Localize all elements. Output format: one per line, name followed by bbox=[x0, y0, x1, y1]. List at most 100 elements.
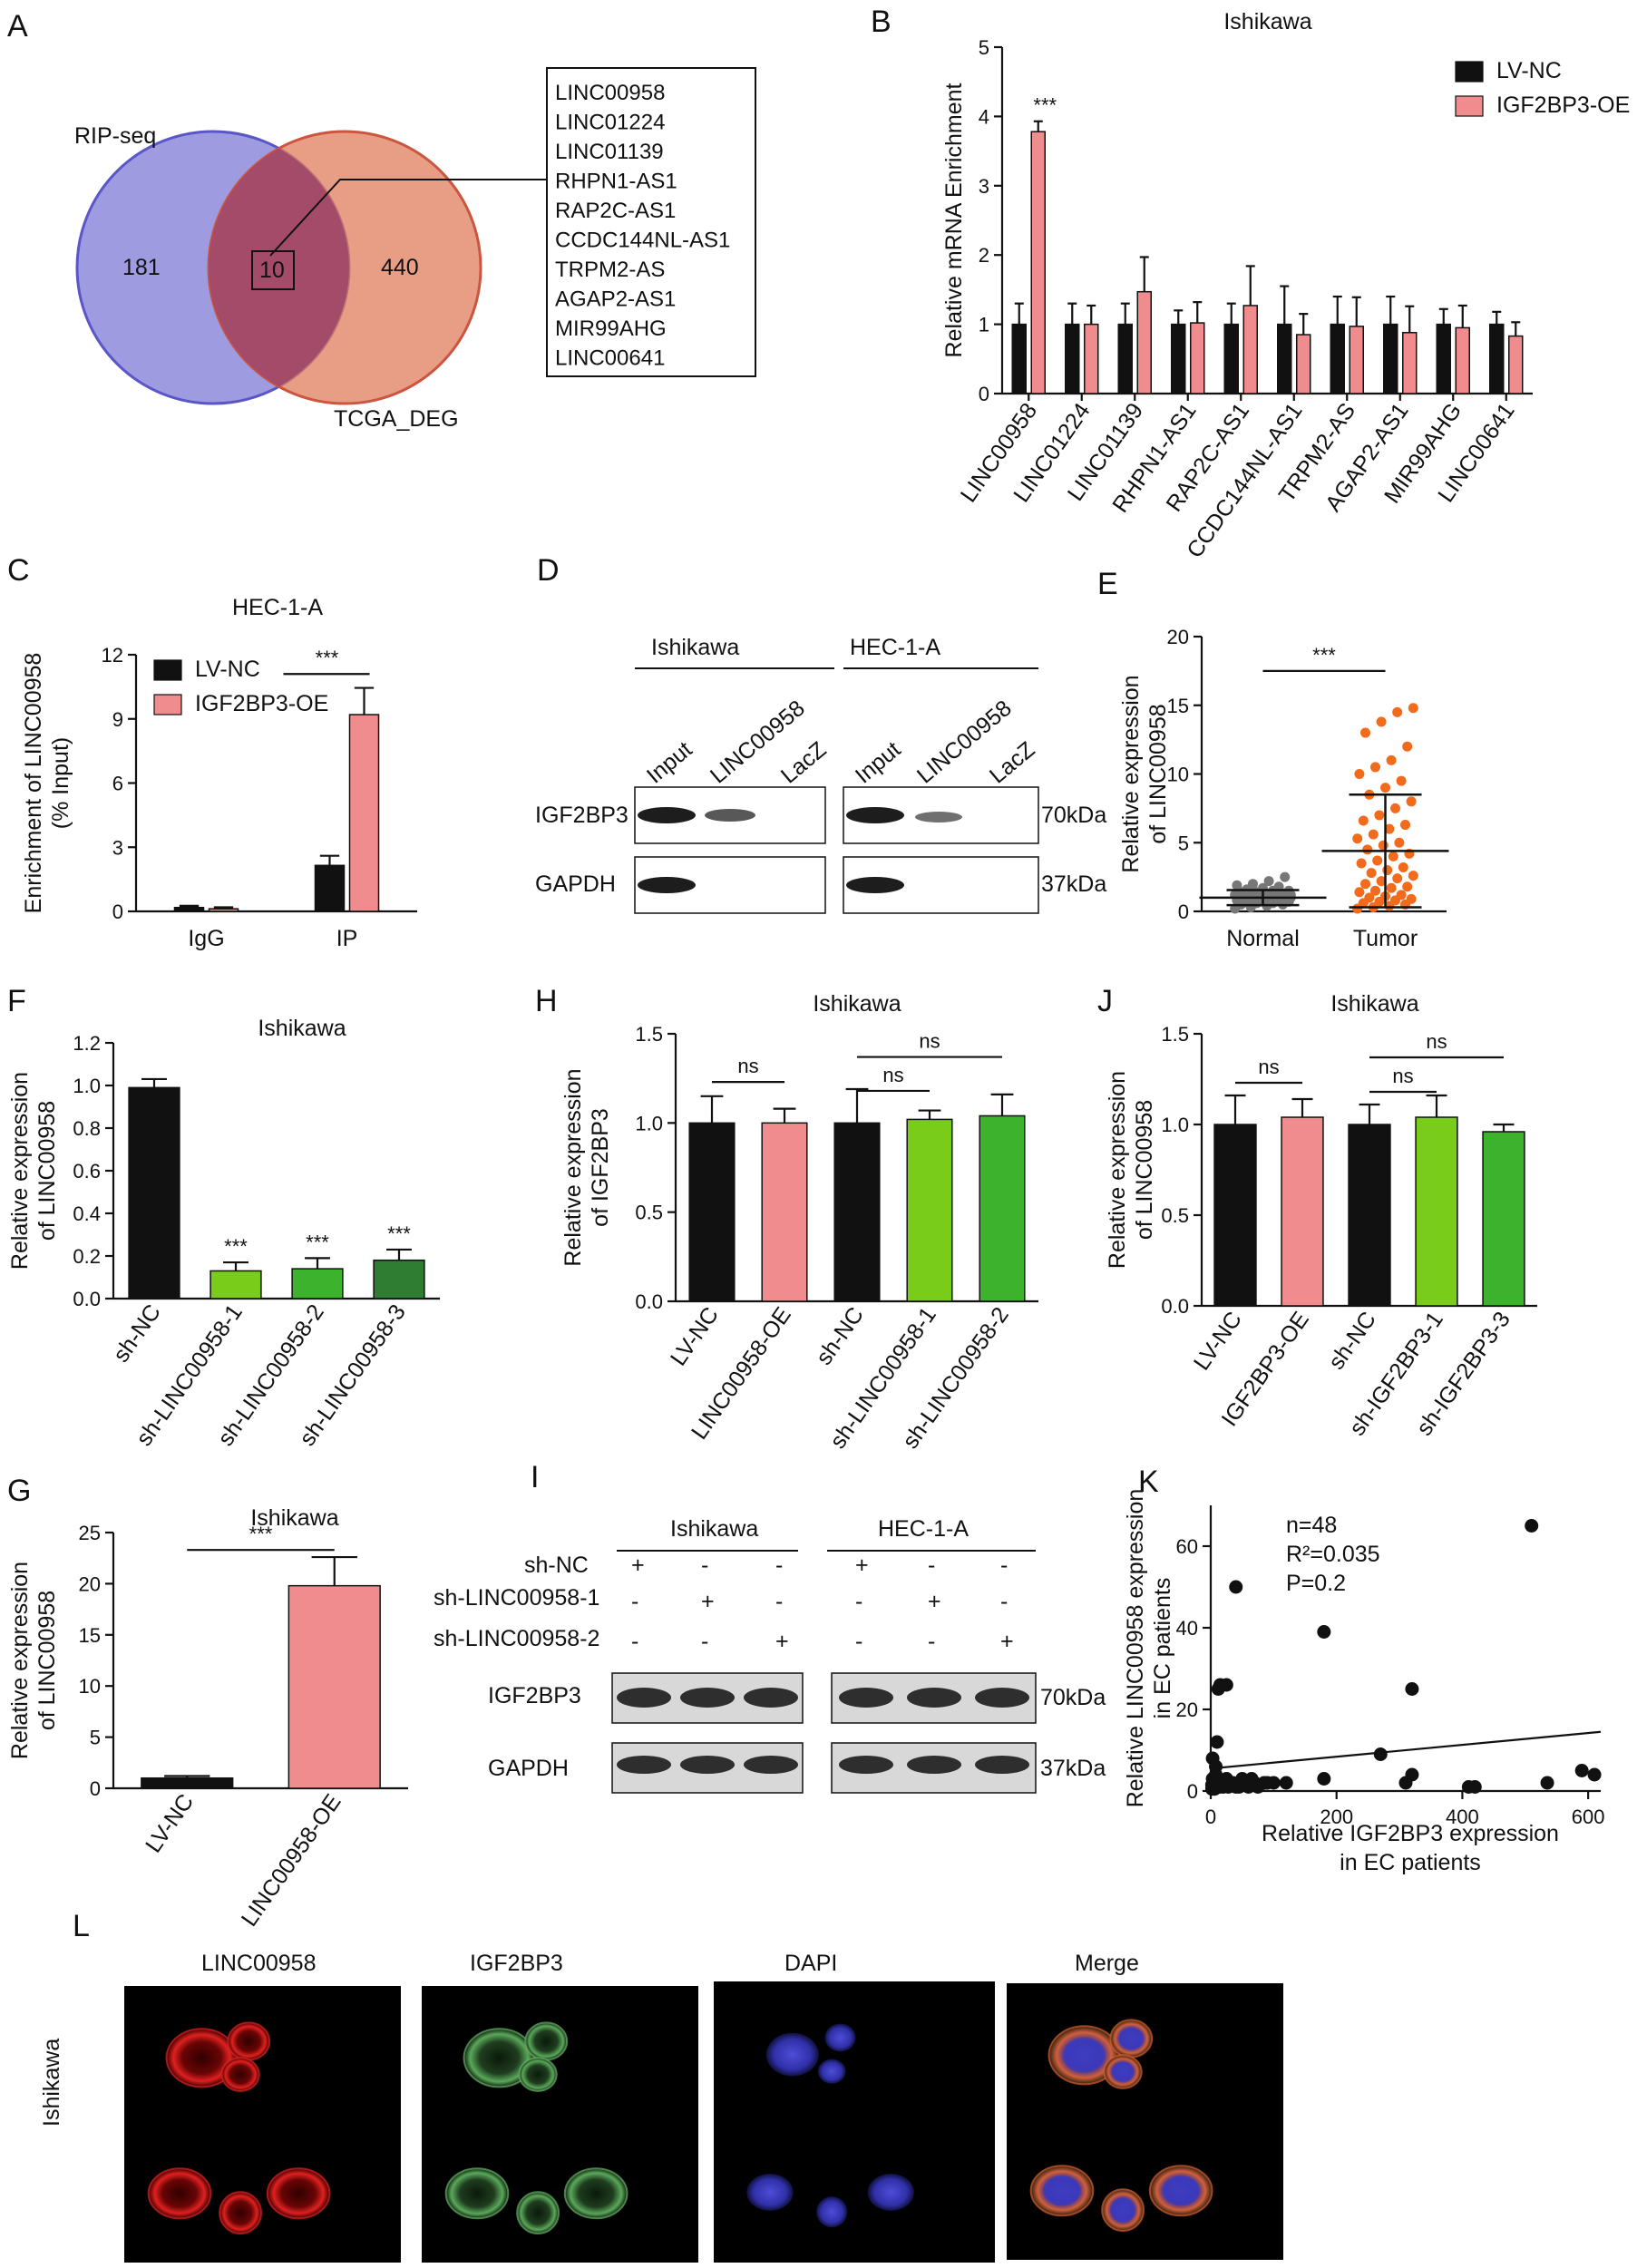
data-point bbox=[1396, 890, 1407, 900]
venn-count-overlap: 10 bbox=[259, 258, 285, 283]
condition-mark: + bbox=[928, 1589, 941, 1614]
significance-mark: *** bbox=[1312, 644, 1336, 667]
condition-mark: - bbox=[928, 1629, 935, 1654]
y-tick-label: 20 bbox=[79, 1572, 101, 1595]
data-point bbox=[1386, 882, 1397, 893]
y-tick-label: 1.5 bbox=[1161, 1023, 1189, 1046]
y-tick-label: 20 bbox=[1167, 626, 1189, 648]
panel-A: A RIP-seq TCGA_DEG 181 440 10 LINC00958L… bbox=[7, 9, 756, 432]
y-tick-label: 3 bbox=[979, 175, 989, 198]
data-point bbox=[1360, 727, 1370, 738]
data-point bbox=[1370, 885, 1380, 896]
data-point bbox=[1384, 823, 1395, 834]
gene-list-item: LINC01224 bbox=[555, 111, 665, 135]
size-label: 70kDa bbox=[1040, 1685, 1106, 1710]
y-tick-label: 1.5 bbox=[635, 1023, 663, 1046]
y-axis-label: (% Input) bbox=[48, 737, 73, 829]
condition-mark: - bbox=[1000, 1553, 1008, 1578]
significance-mark: ns bbox=[737, 1055, 758, 1077]
data-point bbox=[1219, 1678, 1233, 1692]
blot-band bbox=[680, 1688, 735, 1708]
x-tick-label: Tumor bbox=[1353, 926, 1418, 951]
y-tick-label: 1.0 bbox=[635, 1112, 663, 1134]
y-tick-label: 5 bbox=[1178, 832, 1189, 854]
gene-list-item: AGAP2-AS1 bbox=[555, 287, 676, 312]
chart-C: 0 3 6 9 12 Enrichment of LINC00958 (% Input) C H… bbox=[7, 553, 417, 951]
chart-B: 0 1 2 3 4 5 Relative mRNA Enrichment B Ishikawa L… bbox=[871, 5, 1630, 562]
y-tick-label: 9 bbox=[112, 708, 123, 731]
gene-list-item: CCDC144NL-AS1 bbox=[555, 229, 730, 253]
chart-title: Ishikawa bbox=[1330, 991, 1418, 1017]
protein-label: IGF2BP3 bbox=[488, 1683, 581, 1708]
data-point bbox=[1402, 741, 1413, 752]
bar bbox=[1415, 1116, 1458, 1307]
blot-band bbox=[705, 809, 755, 822]
blot-band bbox=[839, 1756, 893, 1774]
data-point bbox=[1467, 1780, 1482, 1794]
gene-list: LINC00958 LINC01224 LINC01139 RHPN1-AS1 RAP2… bbox=[555, 81, 730, 371]
bar bbox=[348, 714, 380, 912]
bar bbox=[1011, 323, 1027, 394]
significance-mark: *** bbox=[1033, 94, 1057, 117]
condition-mark: - bbox=[855, 1589, 862, 1614]
x-tick-label: sh-NC bbox=[811, 1302, 869, 1369]
panel-label: K bbox=[1138, 1465, 1159, 1499]
bar bbox=[128, 1086, 180, 1299]
condition-label: sh-LINC00958-2 bbox=[434, 1626, 599, 1651]
data-point bbox=[1356, 858, 1367, 869]
bar bbox=[141, 1776, 234, 1789]
stat-label: P=0.2 bbox=[1286, 1571, 1346, 1596]
bar bbox=[1508, 335, 1524, 394]
data-point bbox=[1229, 1580, 1243, 1594]
condition-mark: + bbox=[701, 1589, 715, 1614]
blot-group-ishikawa: Ishikawa bbox=[670, 1516, 758, 1542]
bar bbox=[1065, 323, 1080, 394]
y-tick-label: 0 bbox=[90, 1777, 101, 1800]
x-tick-label: 600 bbox=[1572, 1806, 1605, 1828]
size-label: 37kDa bbox=[1041, 871, 1106, 897]
chart-J: 0.0 0.5 1.0 1.5 Relative expression of LINC00… bbox=[1097, 984, 1537, 1440]
data-point bbox=[1251, 1780, 1265, 1794]
y-axis-label: Relative mRNA Enrichment bbox=[941, 83, 967, 358]
blot-band bbox=[915, 812, 962, 823]
callout-line bbox=[269, 179, 547, 257]
nucleus bbox=[1043, 2176, 1081, 2206]
data-point bbox=[1398, 862, 1408, 873]
blot-band bbox=[617, 1756, 671, 1774]
condition-mark: + bbox=[1000, 1629, 1014, 1654]
y-tick-label: 12 bbox=[102, 644, 123, 667]
y-tick-label: 0.6 bbox=[73, 1160, 101, 1183]
y-tick-label: 1 bbox=[979, 314, 989, 336]
data-point bbox=[1373, 1747, 1388, 1761]
blot-group-hec: HEC-1-A bbox=[850, 635, 940, 660]
legend-swatch bbox=[1455, 95, 1484, 117]
lane-label: Input bbox=[642, 736, 697, 788]
y-axis-label: Relative expression bbox=[7, 1562, 33, 1759]
x-tick-label: LV-NC bbox=[141, 1789, 199, 1857]
blot-band bbox=[846, 807, 904, 823]
y-tick-label: 6 bbox=[112, 773, 123, 795]
gene-list-item: TRPM2-AS bbox=[555, 258, 665, 282]
panel-label: B bbox=[871, 5, 892, 39]
x-tick-label: LINC00958-OE bbox=[237, 1789, 346, 1931]
chart-title: Ishikawa bbox=[813, 991, 901, 1017]
bar bbox=[1330, 323, 1345, 394]
bar bbox=[1489, 323, 1505, 394]
y-tick-label: 0 bbox=[1187, 1780, 1198, 1803]
legend-swatch bbox=[153, 659, 182, 681]
cell bbox=[220, 2057, 260, 2092]
cell bbox=[147, 2167, 212, 2220]
data-point bbox=[1392, 873, 1403, 884]
blot-bands bbox=[617, 1688, 1029, 1774]
cell bbox=[516, 2191, 560, 2234]
lane-label: LacZ bbox=[985, 736, 1040, 788]
x-tick-label: 200 bbox=[1320, 1806, 1353, 1828]
blot-band bbox=[680, 1756, 735, 1774]
y-axis-label: of LINC00958 bbox=[1145, 704, 1171, 843]
data-point bbox=[1390, 803, 1400, 813]
panel-label: G bbox=[7, 1474, 31, 1508]
data-point bbox=[1362, 844, 1373, 855]
panel-label: E bbox=[1097, 567, 1118, 601]
condition-mark: - bbox=[1000, 1589, 1008, 1614]
data-point bbox=[1408, 703, 1418, 714]
